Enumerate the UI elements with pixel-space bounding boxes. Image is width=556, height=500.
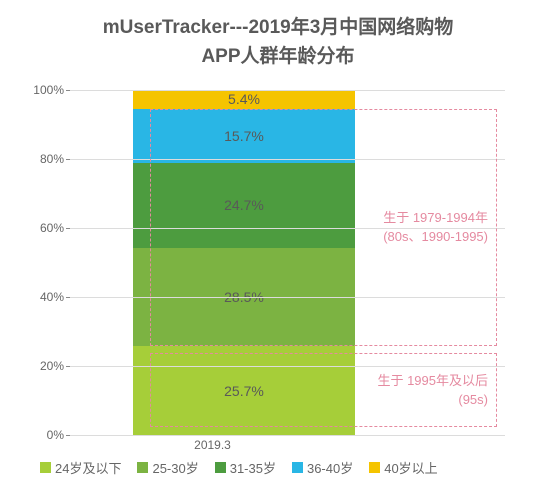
legend-label: 24岁及以下 (55, 458, 121, 477)
plot-area: 25.7%28.5%24.7%15.7%5.4% 生于 1979-1994年(8… (70, 90, 505, 435)
annotation-box: 生于 1979-1994年(80s、1990-1995) (150, 109, 497, 347)
annotation-line: 生于 1979-1994年 (383, 208, 488, 228)
x-axis-label: 2019.3 (70, 438, 355, 452)
legend-swatch (369, 462, 380, 473)
y-tick-mark (66, 297, 70, 298)
y-tick-mark (66, 435, 70, 436)
legend-item: 36-40岁 (292, 458, 353, 477)
y-tick-mark (66, 159, 70, 160)
segment-value-label: 5.4% (228, 91, 260, 107)
legend-label: 31-35岁 (230, 458, 276, 477)
y-tick-mark (66, 90, 70, 91)
annotation-line: (95s) (458, 390, 488, 410)
annotation-box: 生于 1995年及以后(95s) (150, 353, 497, 427)
legend-swatch (137, 462, 148, 473)
chart-title: mUserTracker---2019年3月中国网络购物 APP人群年龄分布 (0, 0, 556, 75)
y-tick-label: 100% (33, 83, 64, 97)
legend-swatch (292, 462, 303, 473)
legend-label: 36-40岁 (307, 458, 353, 477)
annotation-line: 生于 1995年及以后 (377, 371, 488, 391)
legend-item: 31-35岁 (215, 458, 276, 477)
title-line-1: mUserTracker---2019年3月中国网络购物 (103, 17, 454, 38)
legend-item: 24岁及以下 (40, 458, 121, 477)
y-tick-label: 80% (40, 152, 64, 166)
y-tick-label: 60% (40, 221, 64, 235)
legend-item: 40岁以上 (369, 458, 437, 477)
legend-swatch (40, 462, 51, 473)
y-tick-mark (66, 366, 70, 367)
legend: 24岁及以下 25-30岁 31-35岁 36-40岁 40岁以上 (40, 458, 546, 477)
y-tick-label: 40% (40, 290, 64, 304)
legend-item: 25-30岁 (137, 458, 198, 477)
legend-swatch (215, 462, 226, 473)
y-tick-mark (66, 228, 70, 229)
y-tick-label: 0% (47, 428, 64, 442)
y-tick-label: 20% (40, 359, 64, 373)
gridline (70, 90, 505, 91)
annotation-line: (80s、1990-1995) (383, 227, 488, 247)
chart-container: mUserTracker---2019年3月中国网络购物 APP人群年龄分布 0… (0, 0, 556, 500)
legend-label: 25-30岁 (152, 458, 198, 477)
legend-label: 40岁以上 (384, 458, 437, 477)
title-line-2: APP人群年龄分布 (201, 46, 354, 67)
y-axis: 0%20%40%60%80%100% (30, 90, 70, 435)
gridline (70, 435, 505, 436)
